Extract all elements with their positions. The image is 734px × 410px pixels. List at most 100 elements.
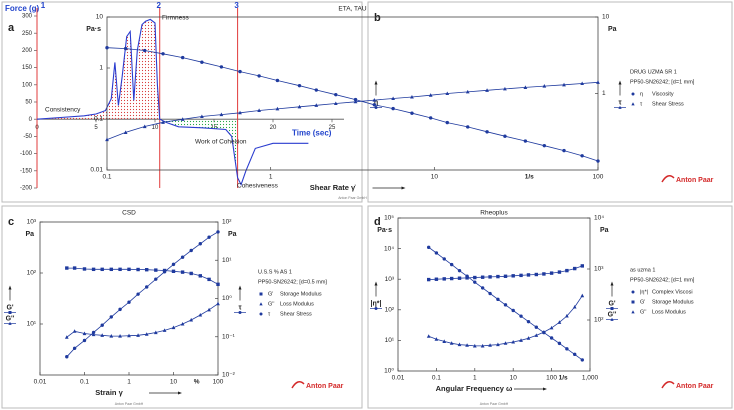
marker-square (91, 267, 96, 272)
marker-circle (534, 325, 539, 329)
marker-triangle (496, 342, 500, 347)
legend-title: as uzma 1 (630, 267, 655, 273)
marker-circle (334, 92, 338, 97)
y-tick-label: 250 (22, 31, 33, 37)
marker-circle (136, 292, 140, 296)
marker-square (503, 274, 508, 278)
marker-circle (565, 347, 569, 351)
legend-marker (631, 92, 635, 96)
marker-square (136, 267, 140, 272)
y-tick-label: 0.1 (94, 116, 103, 123)
chart-title: Rheoplus (480, 210, 508, 217)
legend-title: PP50-SN26242; [d=1 mm] (630, 79, 695, 85)
axis-arrowhead (374, 80, 378, 85)
y2-tick-label: 10 (602, 14, 610, 21)
x-tick-label: 10 (431, 174, 439, 181)
marker-triangle (171, 325, 176, 330)
marker-circle (410, 111, 414, 115)
y2-tick-label: 10³ (594, 266, 604, 273)
legend-symbol: |η*| (640, 289, 648, 295)
marker-circle (457, 268, 462, 273)
marker-triangle (549, 325, 554, 330)
y2-tick-label: 10⁰ (222, 295, 232, 302)
legend-label: Complex Viscosi (652, 289, 693, 295)
y-axis-unit: Pa (25, 231, 34, 238)
marker-circle (314, 88, 318, 92)
axis-symbol: G'' (6, 315, 15, 322)
x-tick-label: 10 (170, 379, 178, 386)
legend-symbol: G'' (268, 301, 274, 307)
y-tick-label: 10³ (385, 276, 395, 283)
footer: Anton Paar GmbH (338, 196, 367, 200)
marker-square (198, 274, 202, 278)
marker-circle (161, 52, 165, 56)
y-tick-label: 10¹ (27, 321, 37, 328)
marker-triangle (72, 329, 77, 333)
x-tick-label: 20 (270, 125, 277, 131)
legend-label: Loss Modulus (280, 301, 314, 307)
shaded-area (37, 19, 160, 120)
axis-symbol-marker (374, 307, 378, 310)
marker-triangle (136, 333, 140, 337)
marker-triangle (542, 330, 546, 334)
series-line (66, 303, 219, 338)
marker-square (434, 277, 439, 281)
y-tick-label: 150 (22, 65, 33, 71)
marker-triangle (526, 336, 531, 340)
y-tick-label: 10¹ (385, 337, 395, 344)
marker-square (65, 266, 69, 270)
axis-arrowhead (610, 281, 614, 286)
marker-square (82, 267, 87, 271)
y-tick-label: -100 (20, 151, 33, 157)
marker-circle (118, 307, 122, 312)
marker-square (549, 271, 554, 275)
y-tick-label: 10² (385, 307, 395, 314)
marker-triangle (542, 84, 547, 88)
marker-circle (519, 314, 523, 318)
marker-circle (109, 315, 113, 319)
legend-marker (259, 312, 263, 316)
marker-circle (143, 48, 147, 53)
legend-marker (631, 290, 635, 294)
marker-square (154, 268, 158, 272)
y2-tick-label: 10⁻¹ (222, 333, 236, 340)
marker-triangle (207, 307, 211, 312)
y-axis-unit: Pa·s (86, 26, 101, 33)
marker-triangle (162, 328, 167, 332)
marker-circle (180, 55, 185, 60)
legend-title: PP50-SN26242; [d=1 mm] (630, 277, 695, 283)
marker-circle (219, 65, 224, 69)
panel-letter: a (8, 22, 15, 34)
axis-symbol-marker (8, 321, 12, 325)
y2-tick-label: 10⁴ (594, 215, 604, 222)
x-tick-label: 100 (213, 379, 224, 386)
x-label-arrowhead (543, 387, 547, 391)
marker-triangle (100, 333, 105, 337)
marker-triangle (596, 80, 600, 84)
legend-marker (631, 310, 635, 314)
marker-square (534, 272, 539, 277)
marker-triangle (434, 337, 439, 341)
footer: Anton Paar GmbH (480, 402, 509, 406)
y-tick-label: -50 (23, 134, 32, 140)
marker-triangle (200, 114, 204, 119)
x-tick-label: 1 (473, 375, 477, 382)
marker-circle (391, 106, 395, 111)
legend-label: Storage Modulus (280, 291, 322, 297)
marker-circle (511, 308, 515, 313)
chart-title: ETA, TAU (338, 6, 366, 13)
y-tick-label: 50 (25, 100, 32, 106)
x-axis-label: Shear Rate γ̇ (310, 183, 356, 192)
marker-circle (449, 262, 454, 267)
x-label-arrowhead (401, 186, 406, 190)
marker-circle (549, 336, 554, 340)
axis-symbol: τ (238, 304, 242, 311)
legend-symbol: G' (268, 291, 273, 297)
x-axis-label: Angular Frequency ω (436, 384, 513, 393)
marker-triangle (216, 301, 220, 306)
marker-square (180, 270, 185, 274)
legend-title: DRUG UZMA SR 1 (630, 69, 677, 75)
marker-circle (162, 270, 167, 274)
legend-title: PP50-SN26242; [d=0.5 mm] (258, 279, 327, 285)
